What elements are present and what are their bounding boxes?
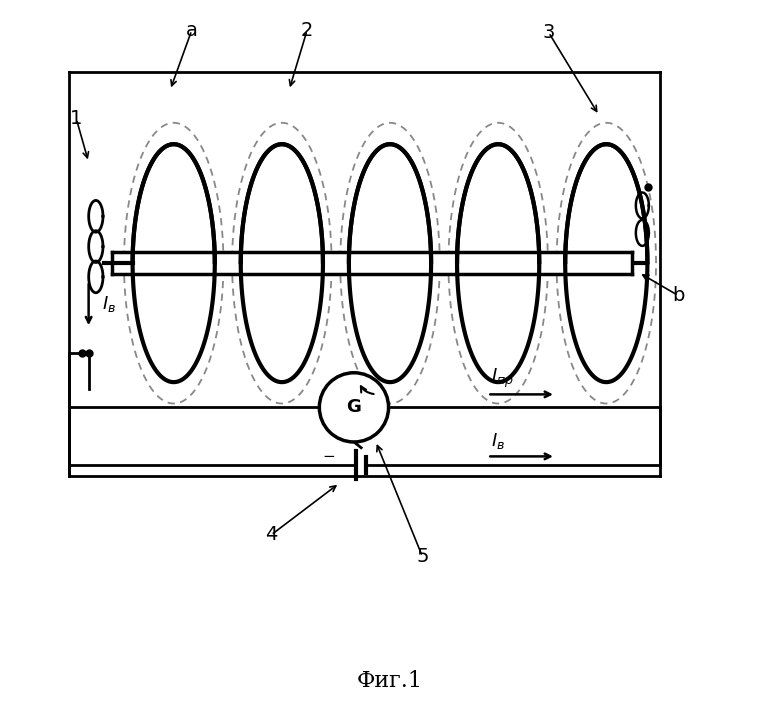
Text: 4: 4 [265, 526, 277, 544]
Circle shape [319, 373, 388, 442]
Text: $I_в$: $I_в$ [101, 294, 115, 314]
Text: a: a [186, 21, 197, 40]
Text: 2: 2 [301, 21, 314, 40]
Text: b: b [672, 286, 685, 305]
Text: $I_в$: $I_в$ [491, 430, 505, 451]
Text: 1: 1 [70, 110, 83, 128]
Text: G: G [346, 399, 361, 416]
Text: 3: 3 [542, 23, 555, 42]
Text: $I_{пр}$: $I_{пр}$ [491, 367, 514, 390]
Text: Фиг.1: Фиг.1 [357, 671, 423, 692]
Text: 5: 5 [417, 547, 429, 566]
Text: $-$: $-$ [322, 447, 335, 461]
